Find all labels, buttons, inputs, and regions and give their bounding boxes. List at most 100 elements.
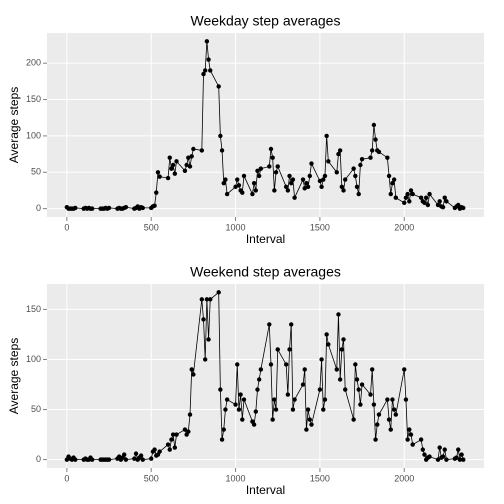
data-point [270,417,275,422]
data-point [267,164,272,169]
data-point [253,188,259,193]
y-axis-label: Average steps [7,338,21,415]
data-point [289,322,294,327]
data-point [106,457,112,462]
data-point [410,191,415,197]
data-point [122,452,127,457]
data-point [456,447,461,452]
data-point [385,397,390,402]
data-point [238,392,243,397]
data-point [256,377,262,382]
panel-background [47,33,484,217]
y-tick-label: 0 [36,203,41,213]
data-point [199,148,205,153]
data-point [89,206,95,211]
data-point [437,445,442,450]
x-tick-label: 1000 [226,473,246,483]
data-point [337,377,343,382]
data-point [250,191,255,197]
data-point [337,148,343,153]
data-point [300,382,306,387]
data-point [319,184,324,190]
data-point [140,457,145,462]
data-point [376,412,382,417]
data-point [393,195,399,200]
data-point [253,409,259,414]
data-point [172,445,178,450]
data-point [224,397,230,402]
data-point [423,195,429,200]
data-point [321,177,326,182]
data-point [373,137,378,142]
data-point [167,155,172,160]
data-point [270,155,275,160]
data-point [285,392,291,397]
data-point [403,195,409,200]
y-tick-label: 0 [36,454,41,464]
data-point [422,200,427,206]
data-point [233,184,238,190]
data-point [334,367,339,372]
y-tick-label: 100 [26,130,41,140]
data-point [358,402,363,407]
data-point [201,317,206,322]
data-point [204,297,210,302]
data-point [208,297,213,302]
data-point [304,427,309,432]
data-point [165,442,171,447]
data-point [272,188,277,193]
data-point [388,427,393,432]
data-point [440,204,446,210]
data-point [169,437,174,442]
data-point [371,122,377,128]
data-point [204,39,210,44]
data-point [273,170,279,175]
data-point [218,387,223,392]
data-point [388,191,393,197]
data-point [123,457,129,462]
data-point [341,188,346,193]
data-point [459,452,464,457]
data-point [356,387,361,392]
data-point [187,412,193,417]
data-point [235,177,240,182]
data-point [251,180,257,186]
x-tick-label: 0 [64,222,69,232]
data-point [157,449,162,454]
data-point [385,155,390,160]
data-point [343,177,348,182]
data-point [369,148,375,153]
data-point [420,447,426,452]
data-point [322,397,328,402]
data-point [172,171,178,176]
data-point [461,457,466,462]
data-point [302,367,307,372]
data-point [353,173,358,179]
data-point [221,180,226,186]
y-tick-label: 150 [26,304,41,314]
data-point [457,457,463,462]
data-point [309,422,314,427]
data-point [251,422,257,427]
data-point [206,337,211,342]
x-tick-label: 1000 [226,222,246,232]
data-point [444,199,449,204]
data-point [427,454,432,459]
data-point [391,407,397,412]
data-point [240,417,245,422]
data-point [386,173,392,179]
data-point [287,347,292,352]
data-point [133,451,139,456]
data-point [405,437,410,442]
data-point [236,183,242,188]
data-point [359,156,365,162]
data-point [201,71,206,77]
data-point [336,312,341,317]
data-point [223,407,228,412]
data-point [219,437,225,442]
data-point [224,191,230,197]
data-point [221,427,226,432]
data-point [292,195,297,200]
data-point [386,417,392,422]
data-point [187,164,193,169]
